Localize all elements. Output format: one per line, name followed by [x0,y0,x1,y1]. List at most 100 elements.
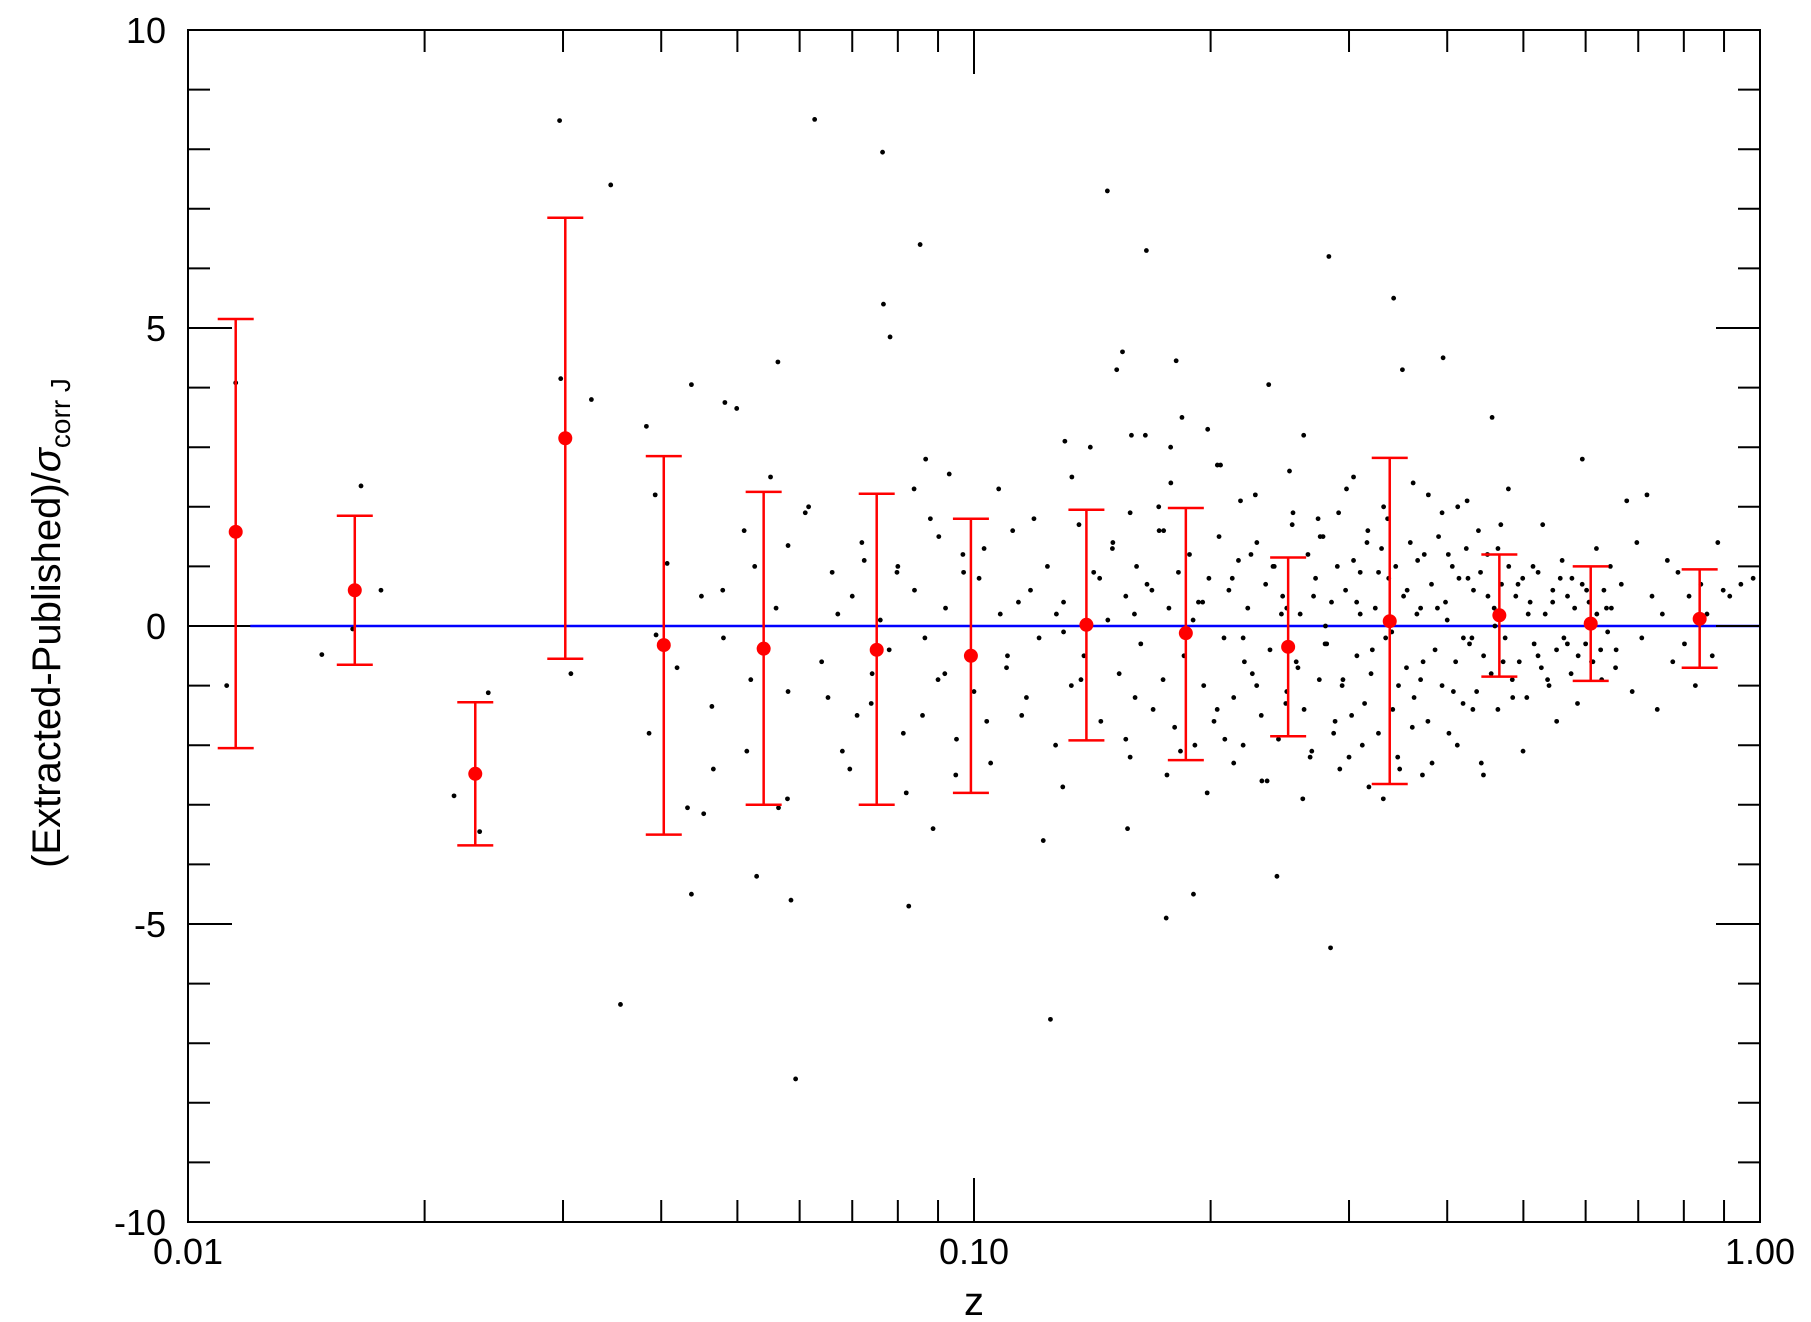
scatter-point [618,1002,623,1007]
scatter-point [1692,683,1698,688]
scatter-point [1060,784,1066,790]
scatter-point [1488,671,1494,677]
scatter-point [1453,659,1459,665]
binned-point [1572,565,1609,683]
scatter-point [785,689,791,694]
scatter-point [1607,564,1613,569]
scatter-point [1425,718,1431,724]
scatter-point [1301,432,1307,438]
scatter-point [927,516,933,522]
scatter-point [1376,730,1381,736]
scatter-point [1583,641,1589,647]
scatter-point [900,730,906,736]
scatter-point [1053,611,1059,617]
scatter-point [1476,528,1481,534]
scatter-point [1231,760,1237,766]
scatter-point [754,873,760,879]
scatter-point [1173,358,1179,364]
binned-mean-marker [558,431,573,446]
scatter-point [1460,701,1466,706]
binned-mean-marker [656,638,671,653]
scatter-point [802,510,808,516]
scatter-point [1114,367,1120,373]
binned-point [645,454,682,836]
scatter-point [887,334,893,340]
binned-means [217,216,1718,847]
scatter-point [1380,796,1386,802]
binned-point [457,701,494,847]
y-axis-label-symbol: σ [25,446,69,472]
y-tick-label: 10 [126,10,166,51]
scatter-point [825,695,831,700]
y-axis-label-main: (Extracted-Published)/ [25,471,69,868]
scatter-point [1357,611,1363,617]
scatter-point [1439,683,1445,688]
scatter-point [1125,826,1130,832]
scatter-point [1334,564,1340,569]
scatter-point [1259,778,1265,784]
scatter-point [1346,754,1352,760]
scatter-point [1019,713,1025,718]
scatter-point [1478,569,1483,575]
scatter-point [1264,778,1270,784]
scatter-point [960,552,966,557]
scatter-point [1463,546,1469,551]
scatter-point [1297,611,1303,617]
scatter-point [1594,611,1600,617]
scatter-point [1349,713,1355,718]
scatter-point [835,611,841,617]
scatter-point [1654,707,1660,712]
scatter-point [1396,683,1401,688]
scatter-point [1205,426,1211,432]
scatter-point [1216,534,1222,539]
scatter-point [1116,671,1122,677]
scatter-point [1516,659,1522,665]
scatter-point [1290,510,1296,516]
scatter-point [1704,611,1710,617]
scatter-point [1379,546,1384,551]
scatter-point [646,730,652,736]
scatter-point [557,118,562,123]
scatter-point [1429,581,1434,587]
scatter-point [1053,742,1058,748]
scatter-point [1629,689,1635,694]
scatter-point [1295,665,1301,671]
scatter-point [653,632,659,638]
scatter-point [1254,540,1260,545]
scatter-point [1301,707,1307,712]
scatter-point [1316,677,1322,683]
y-tick-label: 5 [146,308,166,349]
scatter-point [1339,683,1345,688]
scatter-point [819,659,825,665]
scatter-point [923,456,929,462]
scatter-point [1569,575,1575,581]
scatter-point [942,671,948,677]
binned-point [217,317,254,750]
scatter-point [1584,587,1589,593]
scatter-point [1686,593,1692,599]
scatter-point [1031,516,1037,522]
scatter-point [1196,599,1201,605]
scatter-point [1192,742,1198,748]
binned-mean-marker [756,641,771,656]
scatter-point [953,772,959,778]
scatter-point [1381,504,1387,510]
scatter-point [689,382,694,388]
scatter-point [721,635,726,641]
scatter-point [1028,587,1033,593]
scatter-point [1249,671,1255,677]
binned-point [952,517,989,795]
scatter-point [869,671,875,677]
y-tick-label: -10 [114,1202,166,1243]
scatter-point [664,561,670,566]
binned-point [858,492,895,807]
scatter-point [1138,641,1144,647]
scatter-point [1550,587,1556,593]
scatter-point [1525,611,1531,617]
scatter-point [1168,480,1174,486]
scatter-point [1429,760,1435,766]
binned-point [1681,568,1718,669]
y-axis-label-subscript: corr J [45,378,76,448]
scatter-point [1454,742,1460,748]
scatter-point [911,486,917,492]
